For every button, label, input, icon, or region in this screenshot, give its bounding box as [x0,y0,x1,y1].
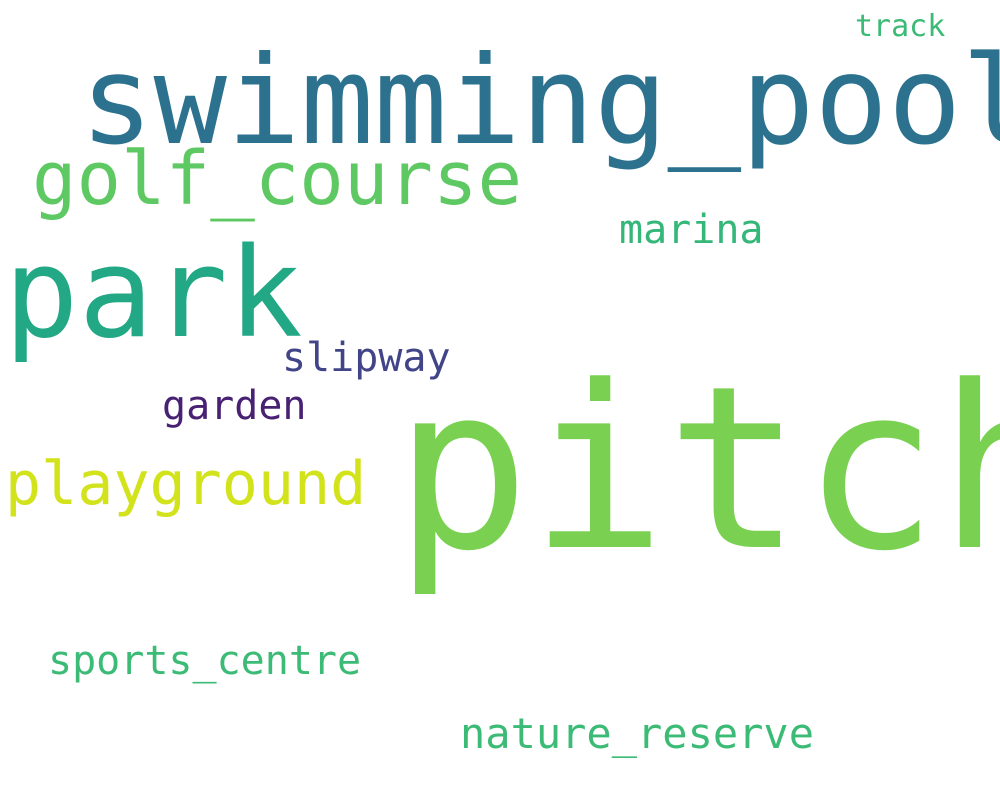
word-swimming-pool: swimming_pool [80,30,1000,172]
word-sports-centre: sports_centre [48,638,362,684]
word-nature-reserve: nature_reserve [460,709,815,758]
word-track: track [855,9,946,44]
word-park: park [4,222,303,366]
word-marina: marina [619,207,764,253]
word-playground: playground [5,449,367,519]
word-golf-course: golf_course [32,136,523,222]
word-slipway: slipway [282,335,451,381]
word-pitch: pitch [394,338,1000,601]
word-garden: garden [162,383,307,429]
